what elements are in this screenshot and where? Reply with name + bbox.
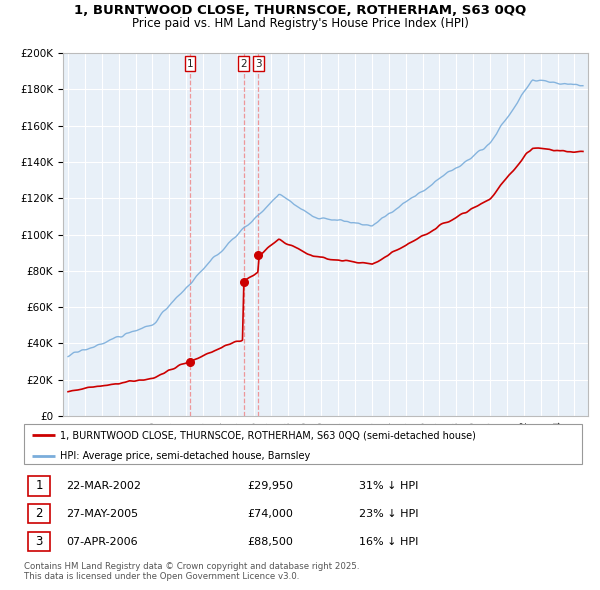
Text: HPI: Average price, semi-detached house, Barnsley: HPI: Average price, semi-detached house,… [60,451,311,461]
Text: 1, BURNTWOOD CLOSE, THURNSCOE, ROTHERHAM, S63 0QQ (semi-detached house): 1, BURNTWOOD CLOSE, THURNSCOE, ROTHERHAM… [60,431,476,441]
Text: 31% ↓ HPI: 31% ↓ HPI [359,481,418,491]
FancyBboxPatch shape [28,476,50,496]
FancyBboxPatch shape [28,532,50,552]
Text: £74,000: £74,000 [247,509,293,519]
Text: 22-MAR-2002: 22-MAR-2002 [66,481,141,491]
Text: 3: 3 [35,535,43,548]
Text: 1: 1 [187,58,193,68]
Text: Price paid vs. HM Land Registry's House Price Index (HPI): Price paid vs. HM Land Registry's House … [131,17,469,30]
Text: 16% ↓ HPI: 16% ↓ HPI [359,537,418,547]
Text: £29,950: £29,950 [247,481,293,491]
Text: Contains HM Land Registry data © Crown copyright and database right 2025.
This d: Contains HM Land Registry data © Crown c… [24,562,359,581]
Text: 07-APR-2006: 07-APR-2006 [66,537,137,547]
Text: 3: 3 [255,58,262,68]
Text: 27-MAY-2005: 27-MAY-2005 [66,509,138,519]
FancyBboxPatch shape [24,424,582,464]
Text: 1: 1 [35,480,43,493]
FancyBboxPatch shape [28,504,50,523]
Text: 2: 2 [241,58,247,68]
Text: 23% ↓ HPI: 23% ↓ HPI [359,509,418,519]
Text: £88,500: £88,500 [247,537,293,547]
Text: 1, BURNTWOOD CLOSE, THURNSCOE, ROTHERHAM, S63 0QQ: 1, BURNTWOOD CLOSE, THURNSCOE, ROTHERHAM… [74,4,526,17]
Text: 2: 2 [35,507,43,520]
